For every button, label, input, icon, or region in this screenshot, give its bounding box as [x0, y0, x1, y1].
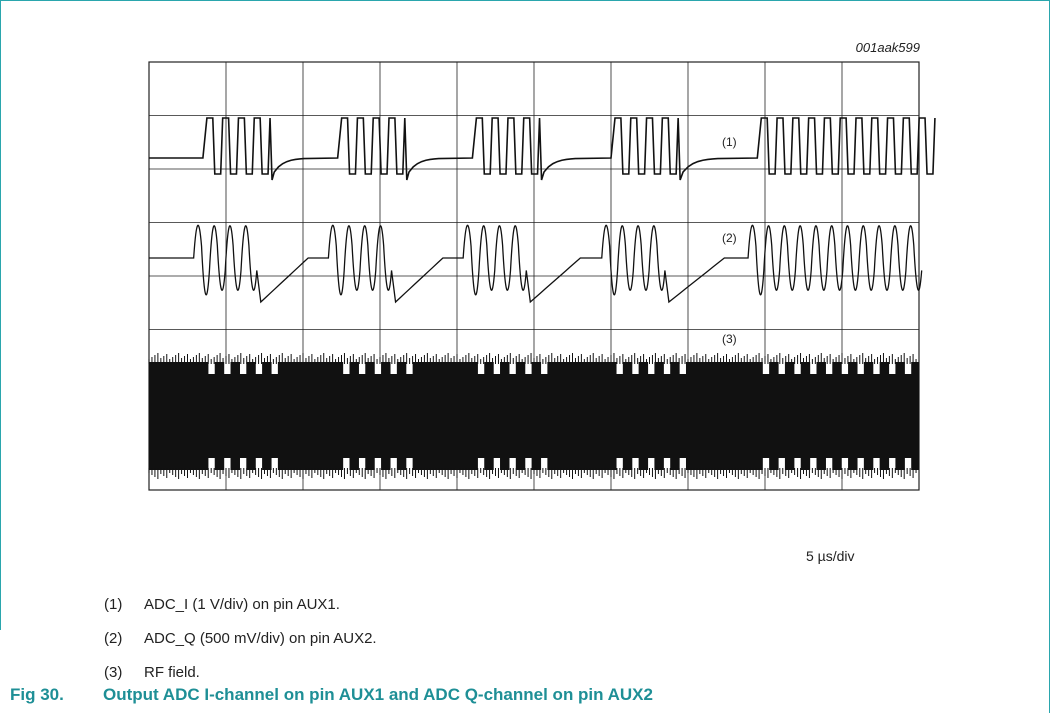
rf-notch [825, 458, 833, 470]
rf-notch [255, 362, 263, 374]
rf-notch [857, 458, 864, 470]
rf-notch [841, 362, 849, 374]
rf-notch [857, 362, 864, 374]
rf-notch [810, 362, 817, 374]
note-number: (3) [104, 664, 123, 681]
rf-notch [825, 362, 833, 374]
rf-notch [343, 458, 350, 470]
rf-notch [208, 458, 215, 470]
rf-notch [648, 362, 655, 374]
figure-number: Fig 30. [10, 685, 64, 704]
rf-notch [477, 362, 485, 374]
rf-notch [778, 362, 785, 374]
note-text: ADC_I (1 V/div) on pin AUX1. [144, 596, 340, 613]
trace-1-line [149, 117, 936, 181]
rf-notch [632, 458, 639, 470]
rf-notch [616, 458, 623, 470]
rf-notch [525, 458, 532, 470]
oscilloscope-plot: (1) (2) (3) [148, 61, 936, 491]
rf-notch [873, 362, 880, 374]
rf-notch [632, 362, 639, 374]
trace-label-2: (2) [722, 231, 737, 245]
rf-notch [358, 362, 366, 374]
rf-notch [663, 362, 671, 374]
timebase-label: 5 µs/div [806, 548, 855, 564]
rf-notch [493, 362, 501, 374]
note-3: (3) RF field. [104, 664, 200, 681]
rf-notch [239, 362, 247, 374]
rf-envelope [149, 362, 919, 470]
note-text: RF field. [144, 664, 200, 681]
rf-notch [648, 458, 655, 470]
trace-adc-i [149, 117, 936, 181]
rf-notch [762, 362, 770, 374]
rf-notch [343, 362, 350, 374]
rf-notch [406, 362, 413, 374]
trace-label-3: (3) [722, 332, 737, 346]
rf-notch [390, 458, 397, 470]
rf-notch [889, 458, 896, 470]
rf-notch [778, 458, 785, 470]
rf-notch [663, 458, 671, 470]
trace-rf-field [148, 353, 919, 479]
rf-notch [255, 458, 263, 470]
rf-notch [525, 362, 532, 374]
rf-notch [679, 458, 686, 470]
figure-title: Output ADC I-channel on pin AUX1 and ADC… [103, 685, 653, 704]
rf-notch [208, 362, 215, 374]
rf-notch [406, 458, 413, 470]
rf-notch [873, 458, 880, 470]
rf-notch [509, 458, 516, 470]
rf-notch [509, 362, 516, 374]
note-text: ADC_Q (500 mV/div) on pin AUX2. [144, 630, 377, 647]
rf-notch [841, 458, 849, 470]
rf-notch [477, 458, 485, 470]
rf-notch [224, 362, 231, 374]
figure-caption: Fig 30. Output ADC I-channel on pin AUX1 … [10, 685, 653, 705]
rf-notch [271, 362, 278, 374]
frame-left-border [0, 0, 1, 630]
rf-notch [358, 458, 366, 470]
note-number: (1) [104, 596, 123, 613]
rf-notch [239, 458, 247, 470]
rf-notch [889, 362, 896, 374]
rf-notch [374, 362, 382, 374]
trace-adc-q [149, 224, 923, 304]
rf-notch [904, 458, 912, 470]
rf-notch [541, 362, 548, 374]
note-number: (2) [104, 630, 123, 647]
note-2: (2) ADC_Q (500 mV/div) on pin AUX2. [104, 630, 377, 647]
rf-notch [762, 458, 770, 470]
rf-notch [616, 362, 623, 374]
rf-notch [794, 458, 801, 470]
rf-notch [679, 362, 686, 374]
rf-notch [904, 362, 912, 374]
rf-notch [374, 458, 382, 470]
figure-code: 001aak599 [855, 40, 920, 55]
rf-notch [224, 458, 231, 470]
rf-notch [541, 458, 548, 470]
rf-notch [390, 362, 397, 374]
rf-notch [794, 362, 801, 374]
rf-notch [493, 458, 501, 470]
frame-top-border [0, 0, 1050, 1]
trace-2-line [149, 224, 923, 304]
rf-notch [810, 458, 817, 470]
note-1: (1) ADC_I (1 V/div) on pin AUX1. [104, 596, 340, 613]
trace-label-1: (1) [722, 135, 737, 149]
rf-notch [271, 458, 278, 470]
